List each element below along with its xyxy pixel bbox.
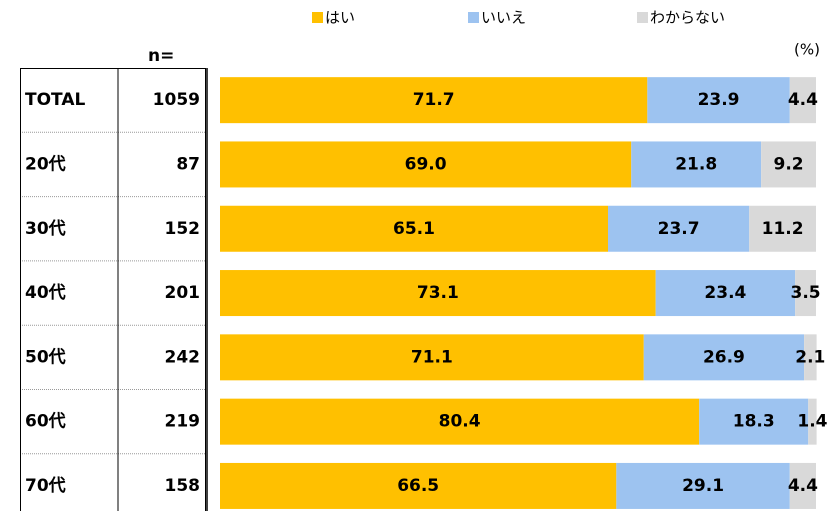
value-label: 1.4 [797, 412, 827, 432]
category-label: 60代 [25, 411, 66, 432]
n-value: 201 [165, 283, 201, 303]
n-value: 87 [176, 154, 200, 174]
bar-segment [808, 398, 817, 445]
table-border [20, 68, 206, 511]
bar-segment [220, 334, 644, 381]
legend-swatch [637, 12, 648, 23]
category-label: 20代 [25, 153, 66, 174]
category-label: 70代 [25, 475, 66, 496]
bar-segment [220, 141, 632, 188]
bar-segment [655, 270, 796, 317]
value-label: 71.7 [413, 90, 455, 110]
bar-segment [789, 77, 816, 124]
value-label: 29.1 [682, 476, 724, 496]
value-label: 2.1 [795, 347, 825, 367]
value-label: 71.1 [411, 347, 453, 367]
value-label: 4.4 [788, 90, 818, 110]
bar-segment [761, 141, 816, 188]
value-label: 23.9 [698, 90, 740, 110]
legend-label: わからない [650, 9, 725, 27]
value-label: 73.1 [417, 283, 459, 303]
unit-label: (%) [794, 41, 820, 59]
n-value: 152 [165, 219, 201, 239]
bar-segment [749, 205, 816, 252]
bar-segment [647, 77, 790, 124]
category-label: 30代 [25, 218, 66, 239]
value-label: 26.9 [703, 347, 745, 367]
legend-label: いいえ [481, 9, 526, 27]
bar-segment [220, 398, 700, 445]
legend-label: はい [325, 9, 355, 27]
value-label: 66.5 [397, 476, 439, 496]
bar-segment [220, 205, 608, 252]
value-label: 9.2 [774, 154, 804, 174]
n-value: 1059 [153, 90, 200, 110]
n-value: 158 [165, 476, 201, 496]
bar-segment [789, 462, 816, 509]
bar-segment [804, 334, 817, 381]
bar-segment [631, 141, 762, 188]
value-label: 3.5 [791, 283, 821, 303]
bar-segment [699, 398, 809, 445]
bar-segment [220, 270, 656, 317]
value-label: 11.2 [762, 219, 804, 239]
n-value: 219 [165, 412, 201, 432]
value-label: 23.7 [658, 219, 700, 239]
n-value: 242 [165, 347, 201, 367]
value-label: 21.8 [675, 154, 717, 174]
bar-segment [795, 270, 816, 317]
legend-swatch [312, 12, 323, 23]
value-label: 23.4 [704, 283, 746, 303]
category-label: TOTAL [25, 90, 85, 110]
bar-segment [643, 334, 805, 381]
bar-segment [220, 462, 617, 509]
category-label: 50代 [25, 346, 66, 367]
bar-segment [607, 205, 750, 252]
value-label: 65.1 [393, 219, 435, 239]
category-label: 40代 [25, 282, 66, 303]
value-label: 4.4 [788, 476, 818, 496]
legend-swatch [468, 12, 479, 23]
bar-segment [616, 462, 790, 509]
n-header: n= [148, 46, 174, 66]
bar-segment [220, 77, 648, 124]
value-label: 18.3 [733, 412, 775, 432]
value-label: 69.0 [405, 154, 447, 174]
value-label: 80.4 [439, 412, 481, 432]
